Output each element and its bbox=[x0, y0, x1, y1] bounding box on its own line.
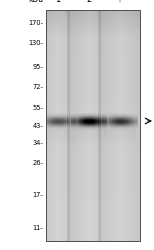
Text: 72-: 72- bbox=[32, 84, 43, 90]
Text: 11-: 11- bbox=[32, 225, 43, 231]
Text: 1: 1 bbox=[55, 0, 61, 4]
Text: 26-: 26- bbox=[32, 160, 43, 166]
Text: 43-: 43- bbox=[32, 123, 43, 129]
Text: 95-: 95- bbox=[32, 64, 43, 70]
Text: kDa: kDa bbox=[28, 0, 43, 4]
Text: 170-: 170- bbox=[28, 20, 43, 26]
Text: 2: 2 bbox=[86, 0, 92, 4]
Text: ?: ? bbox=[118, 0, 122, 4]
Text: 130-: 130- bbox=[28, 40, 43, 46]
Text: 17-: 17- bbox=[32, 192, 43, 198]
Text: 34-: 34- bbox=[32, 140, 43, 146]
Text: 55-: 55- bbox=[32, 105, 43, 111]
